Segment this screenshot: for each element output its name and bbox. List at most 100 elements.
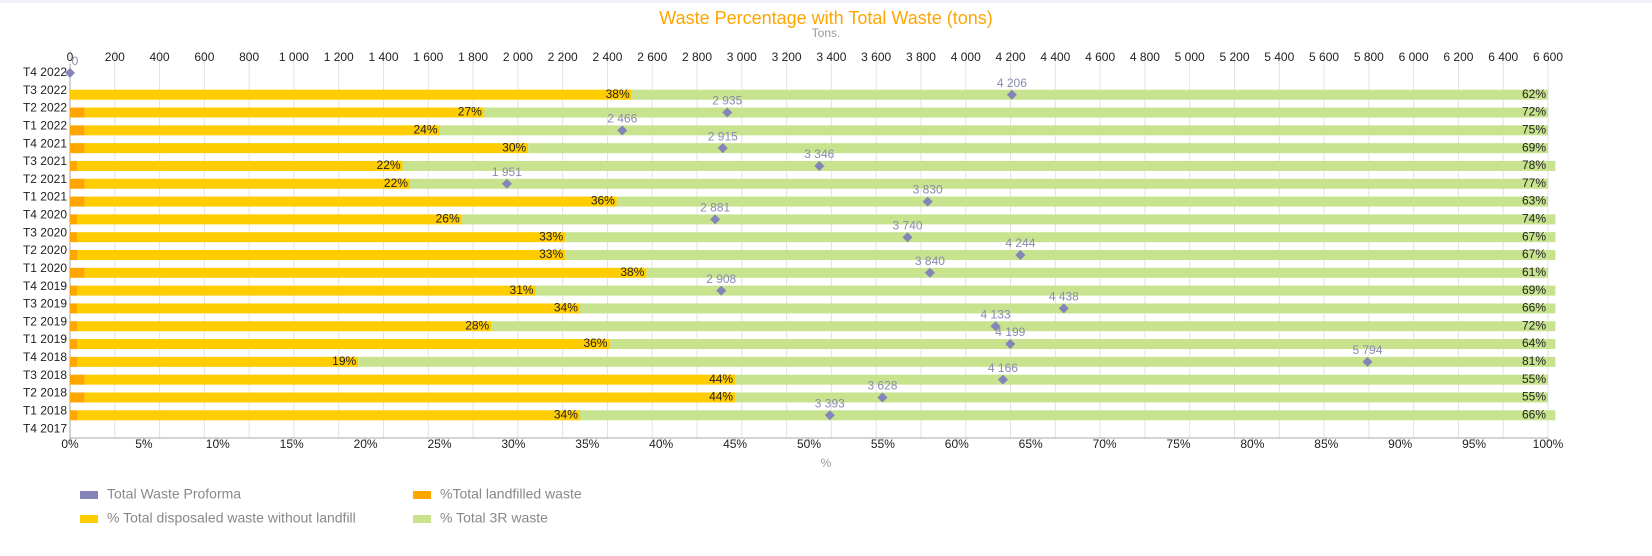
- data-label: 69%: [1522, 140, 1546, 154]
- point: [814, 160, 825, 171]
- point: [924, 267, 935, 278]
- legend-swatch: [80, 515, 98, 523]
- y-tick-label: T2 2022: [23, 101, 67, 115]
- bar-segment: [402, 160, 1556, 171]
- y-tick-label: T3 2020: [23, 225, 67, 239]
- bar-segment: [535, 285, 1556, 296]
- data-label: 31%: [510, 283, 534, 297]
- x-axis-title: %: [821, 456, 832, 470]
- data-label: 3 628: [867, 379, 897, 393]
- data-label: 0: [72, 54, 79, 68]
- bar-segment: [84, 392, 736, 403]
- data-label: 44%: [709, 372, 733, 386]
- x-tick-label: 80%: [1240, 437, 1264, 451]
- x2-tick-label: 3 200: [772, 50, 802, 64]
- data-label: 3 346: [804, 147, 834, 161]
- bar-segment: [84, 125, 440, 136]
- x2-tick-label: 5 200: [1219, 50, 1249, 64]
- point: [710, 214, 721, 225]
- bar-segment: [70, 303, 78, 314]
- x2-tick-label: 6 000: [1399, 50, 1429, 64]
- data-label: 2 881: [700, 201, 730, 215]
- bar-segment: [77, 303, 580, 314]
- data-label: 78%: [1522, 158, 1546, 172]
- bar-segment: [77, 214, 462, 225]
- x-tick-label: 60%: [945, 437, 969, 451]
- point: [1015, 250, 1026, 260]
- point: [1005, 339, 1016, 350]
- data-label: 5 794: [1352, 343, 1382, 357]
- data-label: 2 935: [712, 94, 742, 108]
- y-tick-label: T1 2019: [23, 332, 67, 346]
- x2-tick-label: 4 800: [1130, 50, 1160, 64]
- legend-label: % Total 3R waste: [440, 510, 548, 526]
- bar-segment: [609, 339, 1556, 350]
- data-label: 66%: [1522, 301, 1546, 315]
- data-label: 34%: [554, 407, 578, 421]
- bar-segment: [631, 89, 1548, 100]
- bar-segment: [358, 356, 1556, 367]
- point: [902, 232, 913, 243]
- data-label: 22%: [384, 176, 408, 190]
- x2-tick-label: 3 400: [816, 50, 846, 64]
- bar-segment: [565, 232, 1556, 243]
- point: [877, 392, 888, 403]
- x-tick-label: 20%: [354, 437, 378, 451]
- bar-segment: [77, 356, 359, 367]
- y-tick-label: T4 2022: [23, 65, 67, 79]
- data-label: 61%: [1522, 265, 1546, 279]
- bar-segment: [77, 285, 536, 296]
- point: [722, 107, 733, 118]
- data-label: 3 740: [893, 218, 923, 232]
- data-label: 63%: [1522, 194, 1546, 208]
- data-label: 28%: [465, 318, 489, 332]
- bar-segment: [70, 143, 85, 154]
- point: [716, 285, 727, 296]
- data-label: 1 951: [492, 165, 522, 179]
- data-label: 2 915: [708, 129, 738, 143]
- legend-label: %Total landfilled waste: [440, 486, 582, 502]
- y-tick-label: T4 2021: [23, 136, 67, 150]
- y-tick-label: T2 2019: [23, 314, 67, 328]
- data-label: 67%: [1522, 229, 1546, 243]
- x2-tick-label: 2 000: [503, 50, 533, 64]
- legend-swatch: [413, 515, 431, 523]
- y-tick-label: T2 2018: [23, 386, 67, 400]
- bar-segment: [461, 214, 1556, 225]
- y-tick-label: T1 2020: [23, 261, 67, 275]
- y-tick-label: T4 2018: [23, 350, 67, 364]
- data-label: 33%: [539, 247, 563, 261]
- bar-segment: [70, 339, 78, 350]
- bar-segment: [84, 267, 647, 278]
- data-label: 81%: [1522, 354, 1546, 368]
- legend-label: % Total disposaled waste without landfil…: [107, 510, 356, 526]
- data-label: 3 840: [915, 254, 945, 268]
- bar-segment: [439, 125, 1548, 136]
- data-label: 74%: [1522, 212, 1546, 226]
- bar-segment: [77, 160, 403, 171]
- x2-tick-label: 4 600: [1085, 50, 1115, 64]
- y-tick-label: T3 2019: [23, 297, 67, 311]
- x2-tick-label: 4 400: [1040, 50, 1070, 64]
- bar-segment: [84, 374, 736, 385]
- bar-segment: [77, 232, 566, 243]
- data-label: 36%: [583, 336, 607, 350]
- bar-segment: [70, 356, 78, 367]
- data-label: 67%: [1522, 247, 1546, 261]
- data-label: 55%: [1522, 390, 1546, 404]
- bar-segment: [491, 321, 1556, 332]
- x2-tick-label: 6 600: [1533, 50, 1563, 64]
- data-label: 2 908: [706, 272, 736, 286]
- x-tick-label: 50%: [797, 437, 821, 451]
- x2-tick-label: 1 400: [368, 50, 398, 64]
- point: [990, 321, 1001, 332]
- x2-tick-label: 6 200: [1443, 50, 1473, 64]
- data-label: 22%: [377, 158, 401, 172]
- bar-segment: [70, 267, 85, 278]
- data-label: 4 166: [988, 361, 1018, 375]
- bar-segment: [579, 410, 1556, 421]
- x-tick-label: 45%: [723, 437, 747, 451]
- bar-segment: [646, 267, 1548, 278]
- point: [922, 196, 933, 207]
